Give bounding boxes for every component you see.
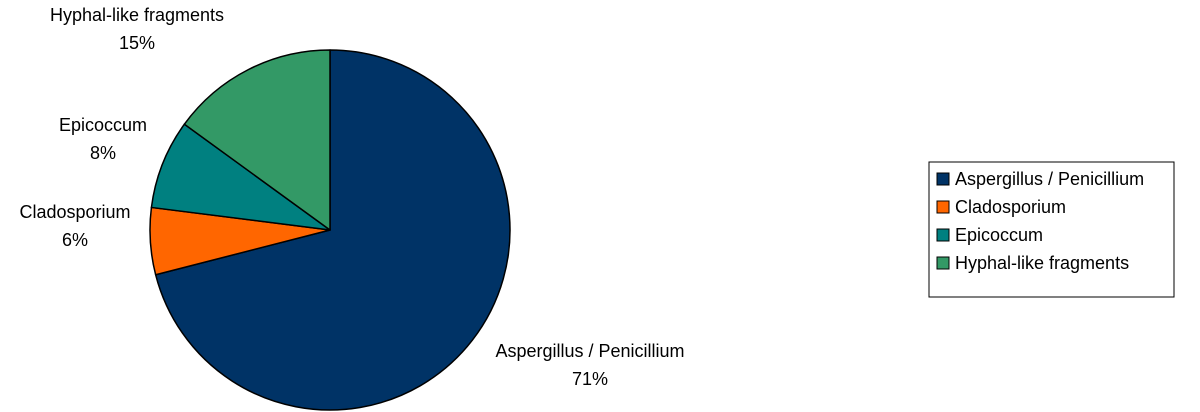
slice-label-name: Hyphal-like fragments <box>50 5 224 25</box>
pie-slice-aspergillus-penicillium <box>154 49 511 411</box>
slice-label: Hyphal-like fragments 15% <box>50 5 224 53</box>
slice-label-percent: 8% <box>90 143 116 163</box>
slice-label-percent: 71% <box>572 369 608 389</box>
pie-slices <box>149 49 511 411</box>
legend-label: Hyphal-like fragments <box>955 253 1129 273</box>
slice-label: Epicoccum 8% <box>59 115 147 163</box>
slice-label-name: Aspergillus / Penicillium <box>495 341 684 361</box>
slice-label-percent: 6% <box>62 230 88 250</box>
pie-slice-epicoccum <box>150 123 331 231</box>
slice-label-percent: 15% <box>119 33 155 53</box>
legend-frame <box>928 161 1175 298</box>
legend-swatch <box>936 228 950 242</box>
slice-label-name: Epicoccum <box>59 115 147 135</box>
legend-label: Aspergillus / Penicillium <box>955 169 1144 189</box>
slice-label: Cladosporium 6% <box>19 202 130 250</box>
legend-swatch <box>936 172 950 186</box>
legend-swatch <box>936 200 950 214</box>
legend-label: Epicoccum <box>955 225 1043 245</box>
legend-swatch <box>936 256 950 270</box>
slice-label: Aspergillus / Penicillium 71% <box>495 341 684 389</box>
legend: Aspergillus / Penicillium Cladosporium Epi… <box>928 161 1175 298</box>
legend-label: Cladosporium <box>955 197 1066 217</box>
slice-label-name: Cladosporium <box>19 202 130 222</box>
slice-labels: Aspergillus / Penicillium 71% Cladosporium… <box>19 5 684 389</box>
pie-slice-hyphal-like-fragments <box>183 49 331 231</box>
